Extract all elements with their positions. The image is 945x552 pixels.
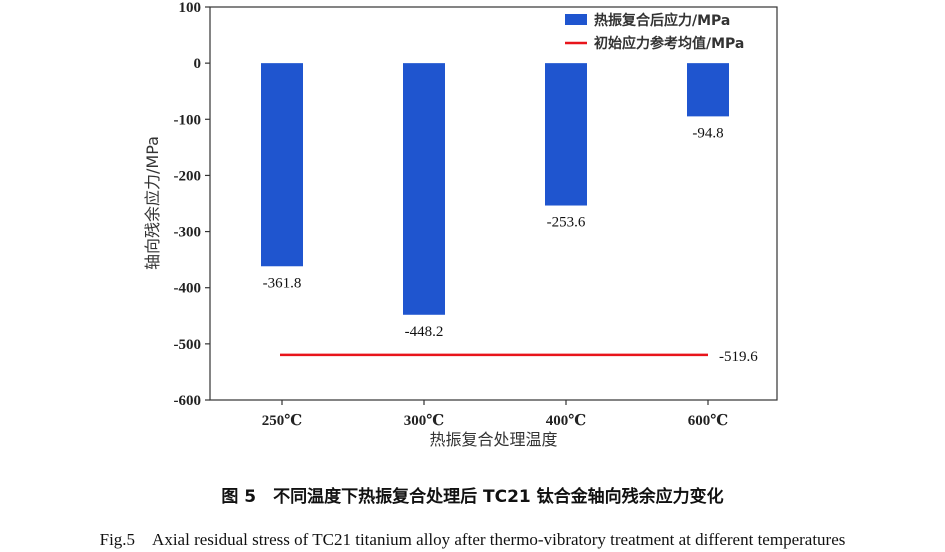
figure-caption-english: Fig.5 Axial residual stress of TC21 tita… [99, 530, 846, 549]
y-tick-label: 100 [179, 0, 202, 16]
reference-line-layer: -519.6 [280, 349, 758, 365]
bar-data-label: -361.8 [263, 275, 302, 291]
residual-stress-chart: -361.8 -448.2 -253.6 -94.8 -519.6 100 0 -100 -… [143, 0, 778, 449]
bar [545, 63, 587, 206]
figure-caption-chinese: 图 5 不同温度下热振复合处理后 TC21 钛合金轴向残余应力变化 [221, 487, 724, 507]
x-axis: 250℃ 300℃ 400℃ 600℃ [262, 400, 729, 429]
y-axis-title: 轴向残余应力/MPa [143, 136, 162, 270]
bar-data-label: -253.6 [547, 215, 586, 231]
x-tick-label: 250℃ [262, 413, 303, 429]
reference-line-label: -519.6 [719, 349, 758, 365]
x-tick-label: 300℃ [404, 413, 445, 429]
y-tick-label: -400 [174, 281, 202, 297]
y-tick-label: -600 [174, 393, 202, 409]
bar-data-label: -94.8 [692, 125, 723, 141]
x-tick-label: 400℃ [546, 413, 587, 429]
bars-layer: -361.8 -448.2 -253.6 -94.8 [261, 63, 729, 340]
y-axis: 100 0 -100 -200 -300 -400 -500 -600 [174, 0, 210, 409]
bar-data-label: -448.2 [405, 324, 444, 340]
y-tick-label: -300 [174, 225, 202, 241]
y-tick-label: 0 [194, 56, 202, 72]
x-tick-label: 600℃ [688, 413, 729, 429]
legend-reference-label: 初始应力参考均值/MPa [594, 35, 744, 52]
bar [403, 63, 445, 315]
legend: 热振复合后应力/MPa 初始应力参考均值/MPa [565, 12, 744, 52]
y-tick-label: -100 [174, 112, 202, 128]
y-tick-label: -500 [174, 337, 202, 353]
bar [261, 63, 303, 267]
legend-bar-swatch [565, 14, 587, 25]
legend-bar-label: 热振复合后应力/MPa [594, 12, 730, 29]
plot-frame [209, 6, 778, 401]
x-axis-title: 热振复合处理温度 [429, 430, 557, 449]
y-tick-label: -200 [174, 168, 202, 184]
bar [687, 63, 729, 117]
